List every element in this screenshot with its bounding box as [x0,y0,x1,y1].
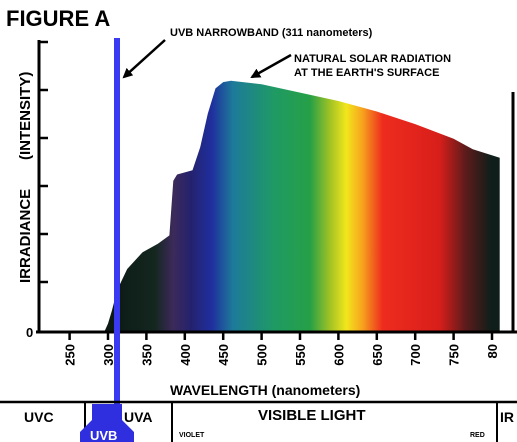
x-tick-label: 750 [447,344,462,366]
visible-end-red: RED [470,432,485,439]
x-tick-label: 450 [216,344,231,366]
band-strip: UVC UVB UVA VISIBLE LIGHT IR VIOLET RED [0,400,517,442]
solar-annotation-line2: AT THE EARTH'S SURFACE [294,67,439,79]
band-uva: UVA [124,409,153,425]
uvb-band-marker [80,404,134,442]
y-axis: 0 [26,40,48,340]
x-tick-label: 550 [293,344,308,366]
band-visible-light: VISIBLE LIGHT [258,407,366,424]
y-axis-label-intensity: (INTENSITY) [17,72,34,160]
uvb-annotation-arrow [122,39,166,79]
uvb-annotation-text: UVB NARROWBAND (311 nanometers) [170,27,373,39]
y-axis-label-irradiance: IRRADIANCE [17,189,34,283]
x-tick-label: 600 [331,344,346,366]
x-tick-label: 700 [408,344,423,366]
solar-annotation-line1: NATURAL SOLAR RADIATION [294,53,451,65]
x-tick-label: 300 [101,344,116,366]
x-tick-label: 80 [485,344,500,358]
solar-annotation-arrow [250,53,292,79]
x-tick-label: 400 [178,344,193,366]
solar-spectrum-area [104,80,500,332]
x-tick-label: 350 [139,344,154,366]
visible-end-violet: VIOLET [179,432,205,439]
x-tick-label: 250 [63,344,78,366]
x-tick-label: 650 [370,344,385,366]
y-axis-title: IRRADIANCE (INTENSITY) [17,72,34,283]
band-uvc: UVC [24,409,54,425]
x-tick-label: 500 [255,344,270,366]
x-axis: 250 300 350 400 450 500 550 600 650 700 750 80 [36,330,517,366]
band-uvb: UVB [90,428,117,442]
y-zero-label: 0 [26,325,33,340]
x-axis-title: WAVELENGTH (nanometers) [170,382,360,398]
figure-label: FIGURE A [6,6,110,31]
band-ir: IR [500,409,514,425]
